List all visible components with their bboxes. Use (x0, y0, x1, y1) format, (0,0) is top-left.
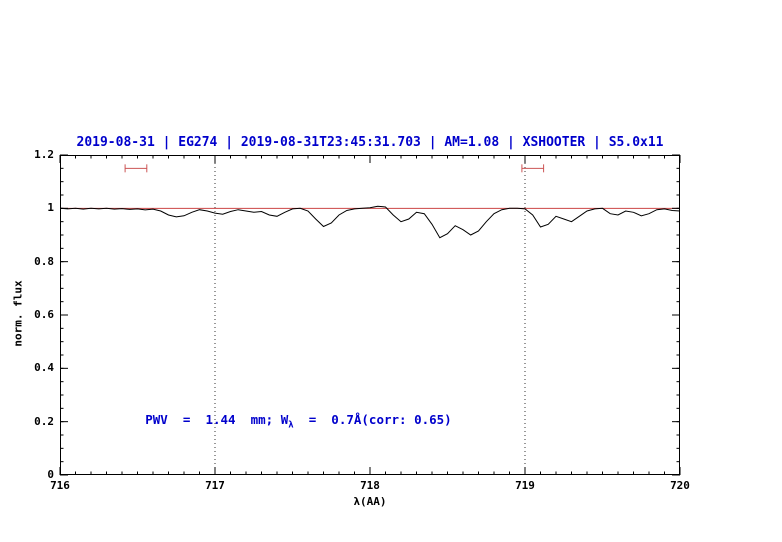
pwv-annotation: PWV = 1.44 mm; Wλ = 0.7Å(corr: 0.65) (145, 412, 451, 431)
y-tick-label: 0.6 (34, 308, 54, 321)
y-tick-label: 0 (47, 468, 54, 481)
y-tick-label: 0.4 (34, 361, 54, 375)
y-tick-label: 0.8 (34, 254, 54, 268)
plot-area (59, 154, 681, 476)
x-axis-label: λ(AA) (353, 495, 387, 508)
pwv-annotation-suffix: = 0.7Å(corr: 0.65) (293, 411, 452, 427)
pwv-annotation-subscript: λ (288, 420, 294, 431)
spectrum-canvas (59, 154, 681, 476)
y-tick-label: 0.2 (34, 414, 54, 428)
x-tick-label: 718 (360, 479, 380, 492)
x-tick-label: 720 (670, 479, 690, 492)
pwv-annotation-prefix: PWV = 1.44 mm; W (145, 411, 289, 427)
x-tick-label: 719 (515, 479, 535, 492)
plot-frame (60, 155, 680, 475)
x-tick-label: 717 (205, 479, 225, 492)
y-tick-label: 1.2 (34, 148, 54, 161)
spectrum-line (59, 205, 681, 239)
x-tick-label: 716 (50, 479, 70, 492)
y-tick-label: 1 (47, 201, 54, 215)
plot-title: 2019-08-31 | EG274 | 2019-08-31T23:45:31… (76, 135, 664, 150)
